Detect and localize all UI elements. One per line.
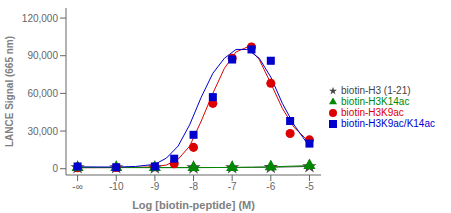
html-text:biotin-H3K9ac: biotin-H3K9ac (341, 106, 404, 118)
svg-text:60,000: 60,000 (27, 88, 58, 99)
svg-text:-6: -6 (266, 181, 275, 192)
html-text:biotin-H3K9ac/K14ac: biotin-H3K9ac/K14ac (341, 117, 435, 129)
svg-text:120,000: 120,000 (22, 13, 59, 24)
svg-text:Log [biotin-peptide] (M): Log [biotin-peptide] (M) (132, 199, 255, 211)
svg-text:LANCE Signal (665 nm): LANCE Signal (665 nm) (8, 36, 15, 147)
svg-text:30,000: 30,000 (27, 126, 58, 137)
svg-text:-5: -5 (305, 181, 314, 192)
svg-text:90,000: 90,000 (27, 50, 58, 61)
svg-text:-8: -8 (189, 181, 198, 192)
svg-text:-∞: -∞ (72, 181, 82, 192)
svg-text:-7: -7 (228, 181, 237, 192)
svg-text:-9: -9 (150, 181, 159, 192)
html-text:biotin-H3 (1-21): biotin-H3 (1-21) (341, 84, 411, 96)
svg-text:0: 0 (52, 163, 58, 174)
html-text:biotin-H3K14ac: biotin-H3K14ac (341, 95, 410, 107)
svg-text:-10: -10 (109, 181, 124, 192)
